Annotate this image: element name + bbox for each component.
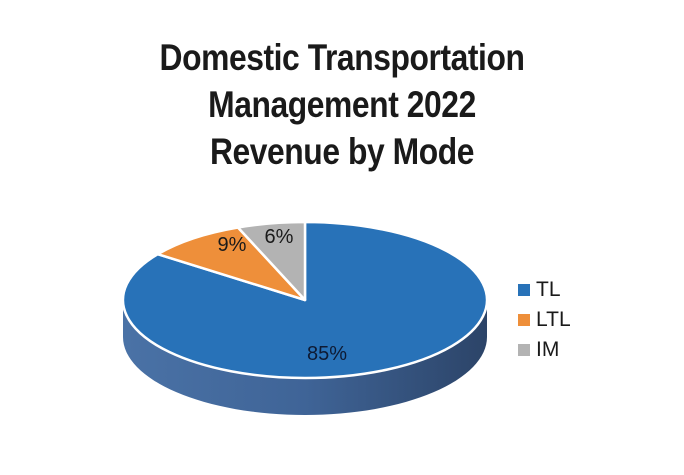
- data-label-im: 6%: [265, 226, 294, 248]
- legend-item-ltl: LTL: [518, 305, 571, 335]
- legend-item-im: IM: [518, 335, 571, 365]
- data-label-ltl: 9%: [218, 234, 247, 256]
- legend-label-im: IM: [536, 338, 560, 361]
- legend-swatch-tl: [518, 284, 530, 296]
- legend-swatch-im: [518, 344, 530, 356]
- chart-title-line-2: Management 2022: [208, 84, 476, 125]
- pie-data-labels: 85% 9% 6%: [218, 226, 348, 365]
- pie-side-tl: [123, 300, 487, 415]
- legend: TL LTL IM: [518, 275, 571, 365]
- pie-top-face: [121, 220, 489, 380]
- chart-title-line-3: Revenue by Mode: [209, 131, 475, 172]
- legend-swatch-ltl: [518, 314, 530, 326]
- pie-side-wall: [123, 300, 487, 415]
- pie-slice-im: [236, 220, 307, 302]
- legend-item-tl: TL: [518, 275, 571, 305]
- chart-title: Domestic Transportation Management 2022 …: [48, 34, 636, 175]
- legend-label-tl: TL: [536, 278, 561, 301]
- chart-title-line-1: Domestic Transportation: [159, 37, 525, 78]
- pie-slice-ltl: [156, 226, 307, 302]
- legend-label-ltl: LTL: [536, 308, 571, 331]
- data-label-tl: 85%: [307, 343, 347, 365]
